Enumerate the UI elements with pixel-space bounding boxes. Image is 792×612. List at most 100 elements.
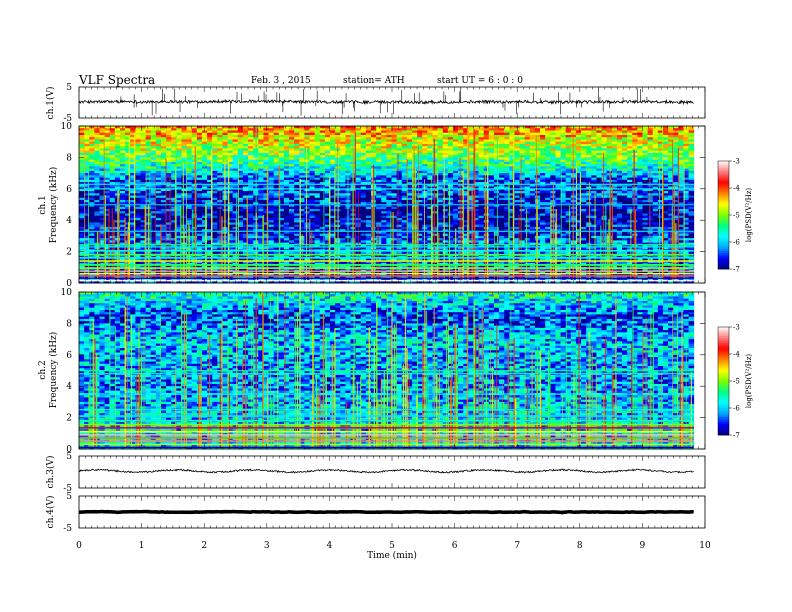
ch1-spectrogram-cell (540, 155, 546, 158)
ch1-spectrogram-cell (688, 173, 695, 176)
ch1-spectrogram-cell (248, 188, 254, 192)
ch1-spectrogram-cell (355, 186, 362, 190)
ch1-spectrogram-cell (119, 184, 126, 187)
ch1-spectrogram-cell (668, 177, 674, 181)
ch1-spectrogram-cell (135, 170, 141, 174)
ch1-spectrogram-cell (304, 182, 310, 185)
ch1-spectrogram-cell (150, 157, 157, 161)
ch1-spectrogram-cell (452, 128, 459, 131)
ch1-spectrogram-cell (79, 146, 85, 149)
ch1-spectrogram-cell (596, 134, 602, 138)
ch1-spectrogram-cell (581, 188, 587, 192)
ch1-spectrogram-cell (442, 184, 449, 187)
ch1-spectrogram-cell (601, 139, 608, 143)
ch1-spectrogram-cell (622, 126, 628, 129)
ch1-spectrogram-cell (242, 134, 249, 138)
ch1-spectrogram-cell (171, 128, 177, 131)
ch1-spectrogram-cell (181, 146, 187, 149)
ch1-spectrogram-cell (437, 126, 444, 129)
ch1-spectrogram-cell (499, 146, 505, 149)
ch1-spectrogram-cell (248, 184, 254, 187)
ch1-spectrogram-cell (309, 132, 316, 136)
ch1-spectrogram-cell (601, 175, 608, 178)
ch1-spectrogram-cell (319, 206, 326, 210)
ch1-spectrogram-cell (504, 188, 510, 192)
ch1-spectrogram-cell (319, 195, 326, 199)
ch1-spectrogram-cell (166, 186, 172, 190)
ch1-spectrogram-cell (663, 137, 669, 140)
ch1-spectrogram-cell (606, 152, 613, 156)
ch1-spectrogram-cell (401, 148, 408, 152)
ch1-spectrogram-cell (581, 200, 587, 203)
ch1-spectrogram-cell (268, 177, 275, 181)
ch1-spectrogram-cell (401, 179, 408, 183)
ch1-spectrogram-cell (616, 134, 623, 138)
ch1-spectrogram-cell (155, 195, 162, 199)
ch1-spectrogram-cell (468, 126, 474, 129)
ch1-spectrogram-cell (437, 182, 444, 185)
ch1-spectrogram-cell (232, 204, 239, 208)
ch1-spectrogram-cell (125, 173, 131, 176)
ch1-spectrogram-cell (663, 132, 669, 136)
ch1-spectrogram-cell (314, 150, 321, 154)
ch1-spectrogram-cell (248, 150, 254, 154)
ch1-spectrogram-cell (237, 208, 244, 212)
ch1-spectrogram-cell (499, 206, 505, 210)
ch1-spectrogram-cell (575, 191, 582, 194)
ch1-spectrogram-cell (575, 206, 582, 210)
ch1-spectrogram-cell (289, 200, 295, 203)
ch1-spectrogram-cell (499, 137, 505, 140)
ch1-spectrogram-cell (314, 168, 321, 172)
ch1-spectrogram-cell (406, 204, 413, 208)
ch1-spectrogram-cell (575, 143, 582, 147)
ch1-spectrogram-cell (186, 173, 193, 176)
ch1-spectrogram-cell (616, 139, 623, 143)
ch1-spectrogram-cell (616, 141, 623, 145)
ch1-spectrogram-cell (181, 184, 187, 187)
ch1-spectrogram-cell (432, 170, 438, 174)
ch1-spectrogram-cell (89, 150, 95, 154)
ch1-spectrogram-cell (575, 193, 582, 196)
ch1-spectrogram-cell (642, 126, 649, 129)
ch1-spectrogram-cell (324, 126, 331, 129)
ch1-spectrogram-cell (140, 195, 146, 199)
ch1-spectrogram-cell (268, 150, 275, 154)
ch1-spectrogram-cell (463, 204, 469, 208)
ch1-spectrogram-cell (493, 128, 500, 131)
ch1-spectrogram-cell (611, 177, 618, 181)
ch1-spectrogram-cell (396, 150, 403, 154)
ch1-spectrogram-cell (268, 130, 275, 134)
ch1-spectrogram-cell (565, 193, 572, 196)
ch1-spectrogram-cell (447, 155, 454, 158)
ch1-spectrogram-cell (627, 182, 633, 185)
ch1-spectrogram-cell (642, 206, 649, 210)
ch1-spectrogram-cell (319, 166, 326, 170)
ch1-spectrogram-cell (314, 175, 321, 178)
ch1-spectrogram-cell (642, 204, 649, 208)
ch1-spectrogram-cell (222, 130, 228, 134)
ch1-spectrogram-cell (140, 204, 146, 208)
ch1-spectrogram-cell (299, 168, 305, 172)
ch1-spectrogram-cell (586, 150, 592, 154)
ch1-spectrogram-cell (468, 128, 474, 131)
ch1-spectrogram-cell (596, 159, 602, 163)
ch1-spectrogram-cell (309, 188, 316, 192)
ch1-spectrogram-cell (299, 152, 305, 156)
ch1-spectrogram-cell (242, 206, 249, 210)
ch1-spectrogram-cell (529, 166, 536, 170)
ch1-spectrogram-cell (442, 126, 449, 129)
ch1-spectrogram-cell (550, 150, 556, 154)
ch1-spectrogram-cell (447, 164, 454, 167)
ch1-spectrogram-cell (242, 150, 249, 154)
ch1-spectrogram-cell (565, 161, 572, 165)
ch1-spectrogram-cell (135, 161, 141, 165)
ch1-spectrogram-cell (406, 157, 413, 161)
ch1-spectrogram-cell (365, 128, 372, 131)
ch1-spectrogram-cell (611, 200, 618, 203)
ch1-spectrogram-cell (160, 202, 167, 205)
ch1-spectrogram-cell (217, 168, 223, 172)
ch1-spectrogram-cell (642, 139, 649, 143)
ch1-spectrogram-cell (524, 159, 531, 163)
ch1-spectrogram-cell (458, 206, 464, 210)
